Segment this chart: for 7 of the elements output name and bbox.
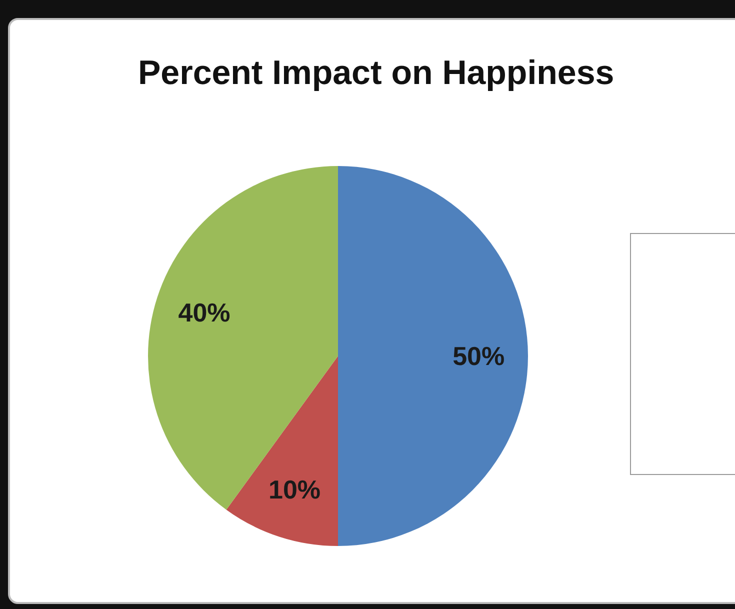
data-label: 50% [452,341,505,371]
data-label: 10% [268,474,321,505]
pie-slice [338,166,528,546]
pie-slice [226,356,338,546]
data-label: 40% [178,298,230,328]
chart-title: Percent Impact on Happiness [138,54,614,92]
pie-slice [148,166,338,510]
